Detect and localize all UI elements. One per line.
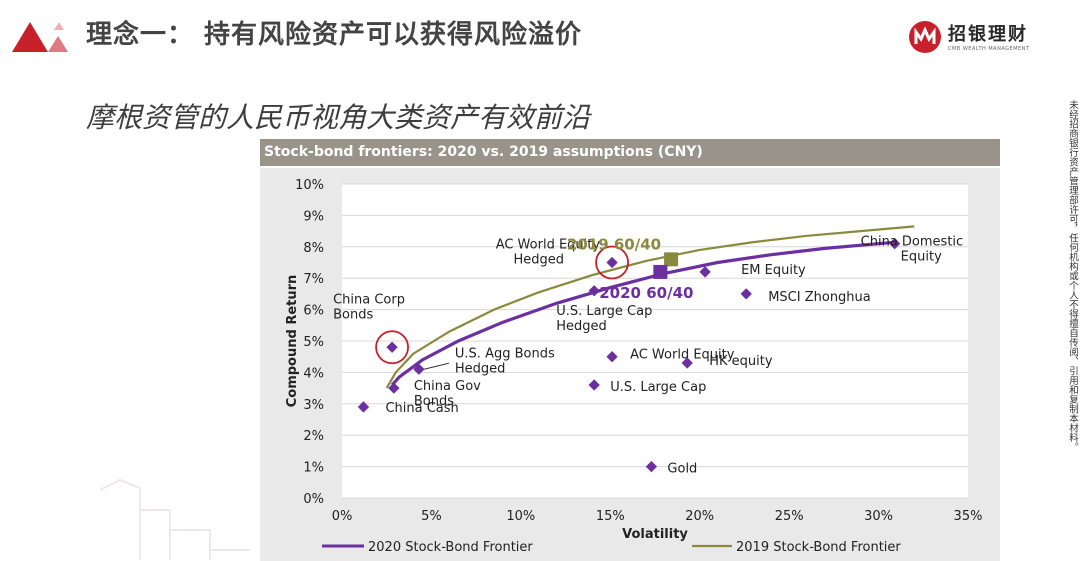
x-tick-label: 35% xyxy=(954,509,983,524)
frontier-2020-line xyxy=(390,240,897,387)
y-axis-title: Compound Return xyxy=(285,275,300,408)
x-tick-label: 20% xyxy=(685,509,714,524)
y-tick-label: 1% xyxy=(303,461,324,476)
data-point xyxy=(681,357,693,369)
y-tick-label: 8% xyxy=(303,241,324,256)
y-tick-label: 3% xyxy=(303,398,324,413)
point-label: Hedged xyxy=(514,253,565,268)
city-sketch-decoration xyxy=(100,478,250,560)
point-label: China Corp xyxy=(333,292,405,307)
x-tick-label: 25% xyxy=(775,509,804,524)
point-label: China Gov xyxy=(414,379,481,394)
disclaimer-note: 未经招商银行资产管理部许可，任何机构或个人不得擅自传阅、引用和复制本材料。 xyxy=(1067,100,1078,452)
brand-logo: 招银理财 CMB WEALTH MANAGEMENT xyxy=(908,18,1058,62)
chart-area: 0% 1% 2% 3% 4% 5% 6% 7% 8% 9% 10% 0% 5% 10% 15% 20% 25% 3… xyxy=(260,168,1000,561)
y-tick-label: 6% xyxy=(303,304,324,319)
point-label: HK equity xyxy=(709,354,773,369)
y-tick-label: 4% xyxy=(303,366,324,381)
slide-title: 理念一： 持有风险资产可以获得风险溢价 xyxy=(86,20,583,50)
brand-subtitle: CMB WEALTH MANAGEMENT xyxy=(948,46,1030,52)
point-label: EM Equity xyxy=(741,263,806,278)
y-tick-label: 9% xyxy=(303,209,324,224)
data-point xyxy=(740,288,752,300)
chart-title: Stock-bond frontiers: 2020 vs. 2019 assu… xyxy=(264,144,703,160)
portfolio-2019-label: 2019 60/40 xyxy=(567,235,661,253)
x-tick-label: 10% xyxy=(506,509,535,524)
efficient-frontier-chart: 0% 1% 2% 3% 4% 5% 6% 7% 8% 9% 10% 0% 5% 10% 15% 20% 25% 3… xyxy=(285,178,983,555)
portfolio-2019-marker xyxy=(664,252,679,267)
data-point xyxy=(699,266,711,278)
point-label: AC World Equity xyxy=(496,238,601,253)
y-tick-label: 2% xyxy=(303,429,324,444)
point-label: U.S. Large Cap xyxy=(556,304,652,319)
x-tick-label: 5% xyxy=(421,509,442,524)
data-point xyxy=(588,379,600,391)
point-label: Equity xyxy=(901,250,942,265)
portfolio-2020-marker xyxy=(653,264,668,279)
y-tick-label: 5% xyxy=(303,335,324,350)
point-label: Bonds xyxy=(414,394,454,409)
point-label: Hedged xyxy=(556,319,607,334)
x-tick-label: 0% xyxy=(332,509,353,524)
highlight-circle xyxy=(375,330,409,365)
x-axis-title: Volatility xyxy=(622,527,688,542)
data-point xyxy=(413,363,425,375)
data-point xyxy=(606,351,618,363)
y-tick-label: 7% xyxy=(303,272,324,287)
triangle-logo-icon xyxy=(12,22,68,52)
frontier-2019-line xyxy=(385,225,915,389)
brand-circle-icon xyxy=(909,21,941,53)
point-label: U.S. Large Cap xyxy=(610,380,706,395)
y-tick-label: 10% xyxy=(295,178,324,193)
point-label: MSCI Zhonghua xyxy=(768,290,871,305)
slide-subtitle: 摩根资管的人民币视角大类资产有效前沿 xyxy=(86,101,591,134)
point-label: China Domestic xyxy=(861,235,964,250)
point-label: China Cash xyxy=(385,401,458,416)
point-label: Bonds xyxy=(333,307,373,322)
x-tick-label: 30% xyxy=(864,509,893,524)
x-tick-label: 15% xyxy=(596,509,625,524)
legend-2019-label: 2019 Stock-Bond Frontier xyxy=(736,540,901,555)
highlight-circle xyxy=(595,245,629,280)
data-point xyxy=(388,382,400,394)
point-label: Hedged xyxy=(455,361,506,376)
data-point xyxy=(645,460,658,473)
brand-name: 招银理财 xyxy=(948,24,1028,45)
point-label: AC World Equity xyxy=(630,348,735,363)
data-point xyxy=(588,285,600,297)
chart-title-bar: Stock-bond frontiers: 2020 vs. 2019 assu… xyxy=(260,139,1000,166)
portfolio-2020-label: 2020 60/40 xyxy=(599,284,693,302)
data-point xyxy=(386,341,398,353)
point-label: U.S. Agg Bonds xyxy=(455,346,555,361)
point-label: Gold xyxy=(667,462,697,477)
legend-2020-label: 2020 Stock-Bond Frontier xyxy=(368,540,533,555)
label-connector xyxy=(423,362,450,370)
y-tick-label: 0% xyxy=(303,492,324,507)
